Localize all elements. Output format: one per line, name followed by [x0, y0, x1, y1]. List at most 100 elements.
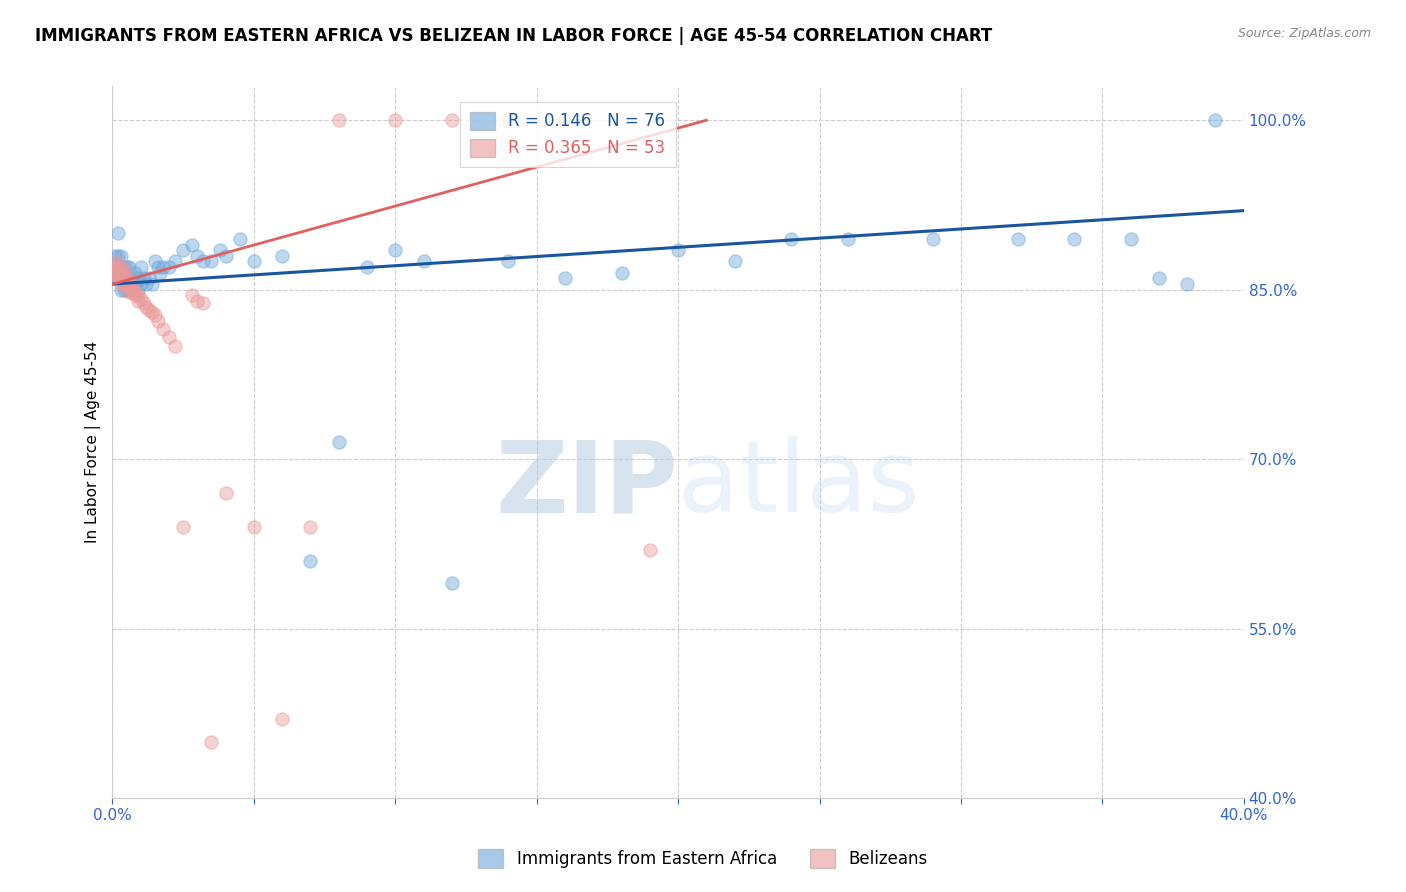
Point: [127, 288, 149, 302]
Point: [132, 271, 155, 285]
Point: [141, 305, 163, 319]
Text: IMMIGRANTS FROM EASTERN AFRICA VS BELIZEAN IN LABOR FORCE | AGE 45-54 CORRELATIO: IMMIGRANTS FROM EASTERN AFRICA VS BELIZE…: [35, 27, 993, 45]
Point: [112, 271, 135, 285]
Point: [328, 435, 350, 450]
Point: [115, 283, 138, 297]
Point: [124, 285, 146, 299]
Point: [191, 296, 214, 310]
Point: [112, 277, 135, 291]
Point: [118, 274, 141, 288]
Legend: R = 0.146   N = 76, R = 0.365   N = 53: R = 0.146 N = 76, R = 0.365 N = 53: [460, 102, 676, 168]
Point: [118, 283, 141, 297]
Point: [554, 113, 576, 128]
Point: [112, 283, 135, 297]
Point: [1007, 232, 1029, 246]
Point: [149, 266, 172, 280]
Point: [498, 113, 520, 128]
Point: [121, 271, 143, 285]
Point: [724, 254, 747, 268]
Point: [208, 243, 231, 257]
Point: [104, 254, 127, 268]
Point: [110, 260, 132, 274]
Point: [112, 260, 135, 274]
Point: [121, 277, 143, 291]
Point: [299, 520, 322, 534]
Point: [152, 260, 174, 274]
Point: [110, 277, 132, 291]
Point: [498, 254, 520, 268]
Point: [243, 520, 266, 534]
Point: [104, 260, 127, 274]
Point: [112, 271, 135, 285]
Point: [666, 243, 689, 257]
Point: [115, 260, 138, 274]
Point: [328, 113, 350, 128]
Point: [243, 254, 266, 268]
Point: [104, 260, 127, 274]
Point: [135, 300, 157, 314]
Point: [191, 254, 214, 268]
Point: [115, 274, 138, 288]
Point: [180, 237, 202, 252]
Text: Source: ZipAtlas.com: Source: ZipAtlas.com: [1237, 27, 1371, 40]
Point: [228, 232, 250, 246]
Point: [554, 271, 576, 285]
Point: [138, 303, 160, 318]
Point: [356, 260, 378, 274]
Point: [115, 280, 138, 294]
Point: [143, 308, 166, 322]
Point: [132, 296, 155, 310]
Point: [1205, 113, 1227, 128]
Point: [186, 293, 208, 308]
Text: atlas: atlas: [678, 436, 920, 533]
Point: [107, 260, 129, 274]
Point: [200, 254, 222, 268]
Point: [107, 260, 129, 274]
Point: [127, 271, 149, 285]
Point: [107, 271, 129, 285]
Point: [115, 271, 138, 285]
Point: [107, 271, 129, 285]
Point: [214, 486, 236, 500]
Point: [146, 314, 169, 328]
Point: [127, 283, 149, 297]
Point: [1147, 271, 1170, 285]
Point: [412, 254, 434, 268]
Y-axis label: In Labor Force | Age 45-54: In Labor Force | Age 45-54: [86, 341, 101, 543]
Text: ZIP: ZIP: [495, 436, 678, 533]
Point: [107, 260, 129, 274]
Point: [110, 271, 132, 285]
Point: [186, 249, 208, 263]
Point: [638, 542, 661, 557]
Point: [104, 249, 127, 263]
Point: [440, 113, 463, 128]
Point: [172, 520, 194, 534]
Point: [172, 243, 194, 257]
Point: [163, 339, 186, 353]
Point: [138, 271, 160, 285]
Point: [157, 260, 180, 274]
Point: [107, 249, 129, 263]
Point: [135, 277, 157, 291]
Point: [110, 271, 132, 285]
Point: [115, 269, 138, 284]
Point: [107, 226, 129, 240]
Point: [129, 292, 152, 306]
Point: [837, 232, 859, 246]
Point: [124, 288, 146, 302]
Point: [157, 330, 180, 344]
Point: [118, 285, 141, 299]
Point: [1119, 232, 1142, 246]
Point: [121, 280, 143, 294]
Point: [271, 712, 294, 726]
Point: [112, 262, 135, 277]
Point: [1175, 277, 1198, 291]
Point: [124, 266, 146, 280]
Point: [141, 277, 163, 291]
Point: [384, 113, 406, 128]
Point: [214, 249, 236, 263]
Point: [104, 260, 127, 274]
Point: [163, 254, 186, 268]
Point: [104, 271, 127, 285]
Point: [110, 266, 132, 280]
